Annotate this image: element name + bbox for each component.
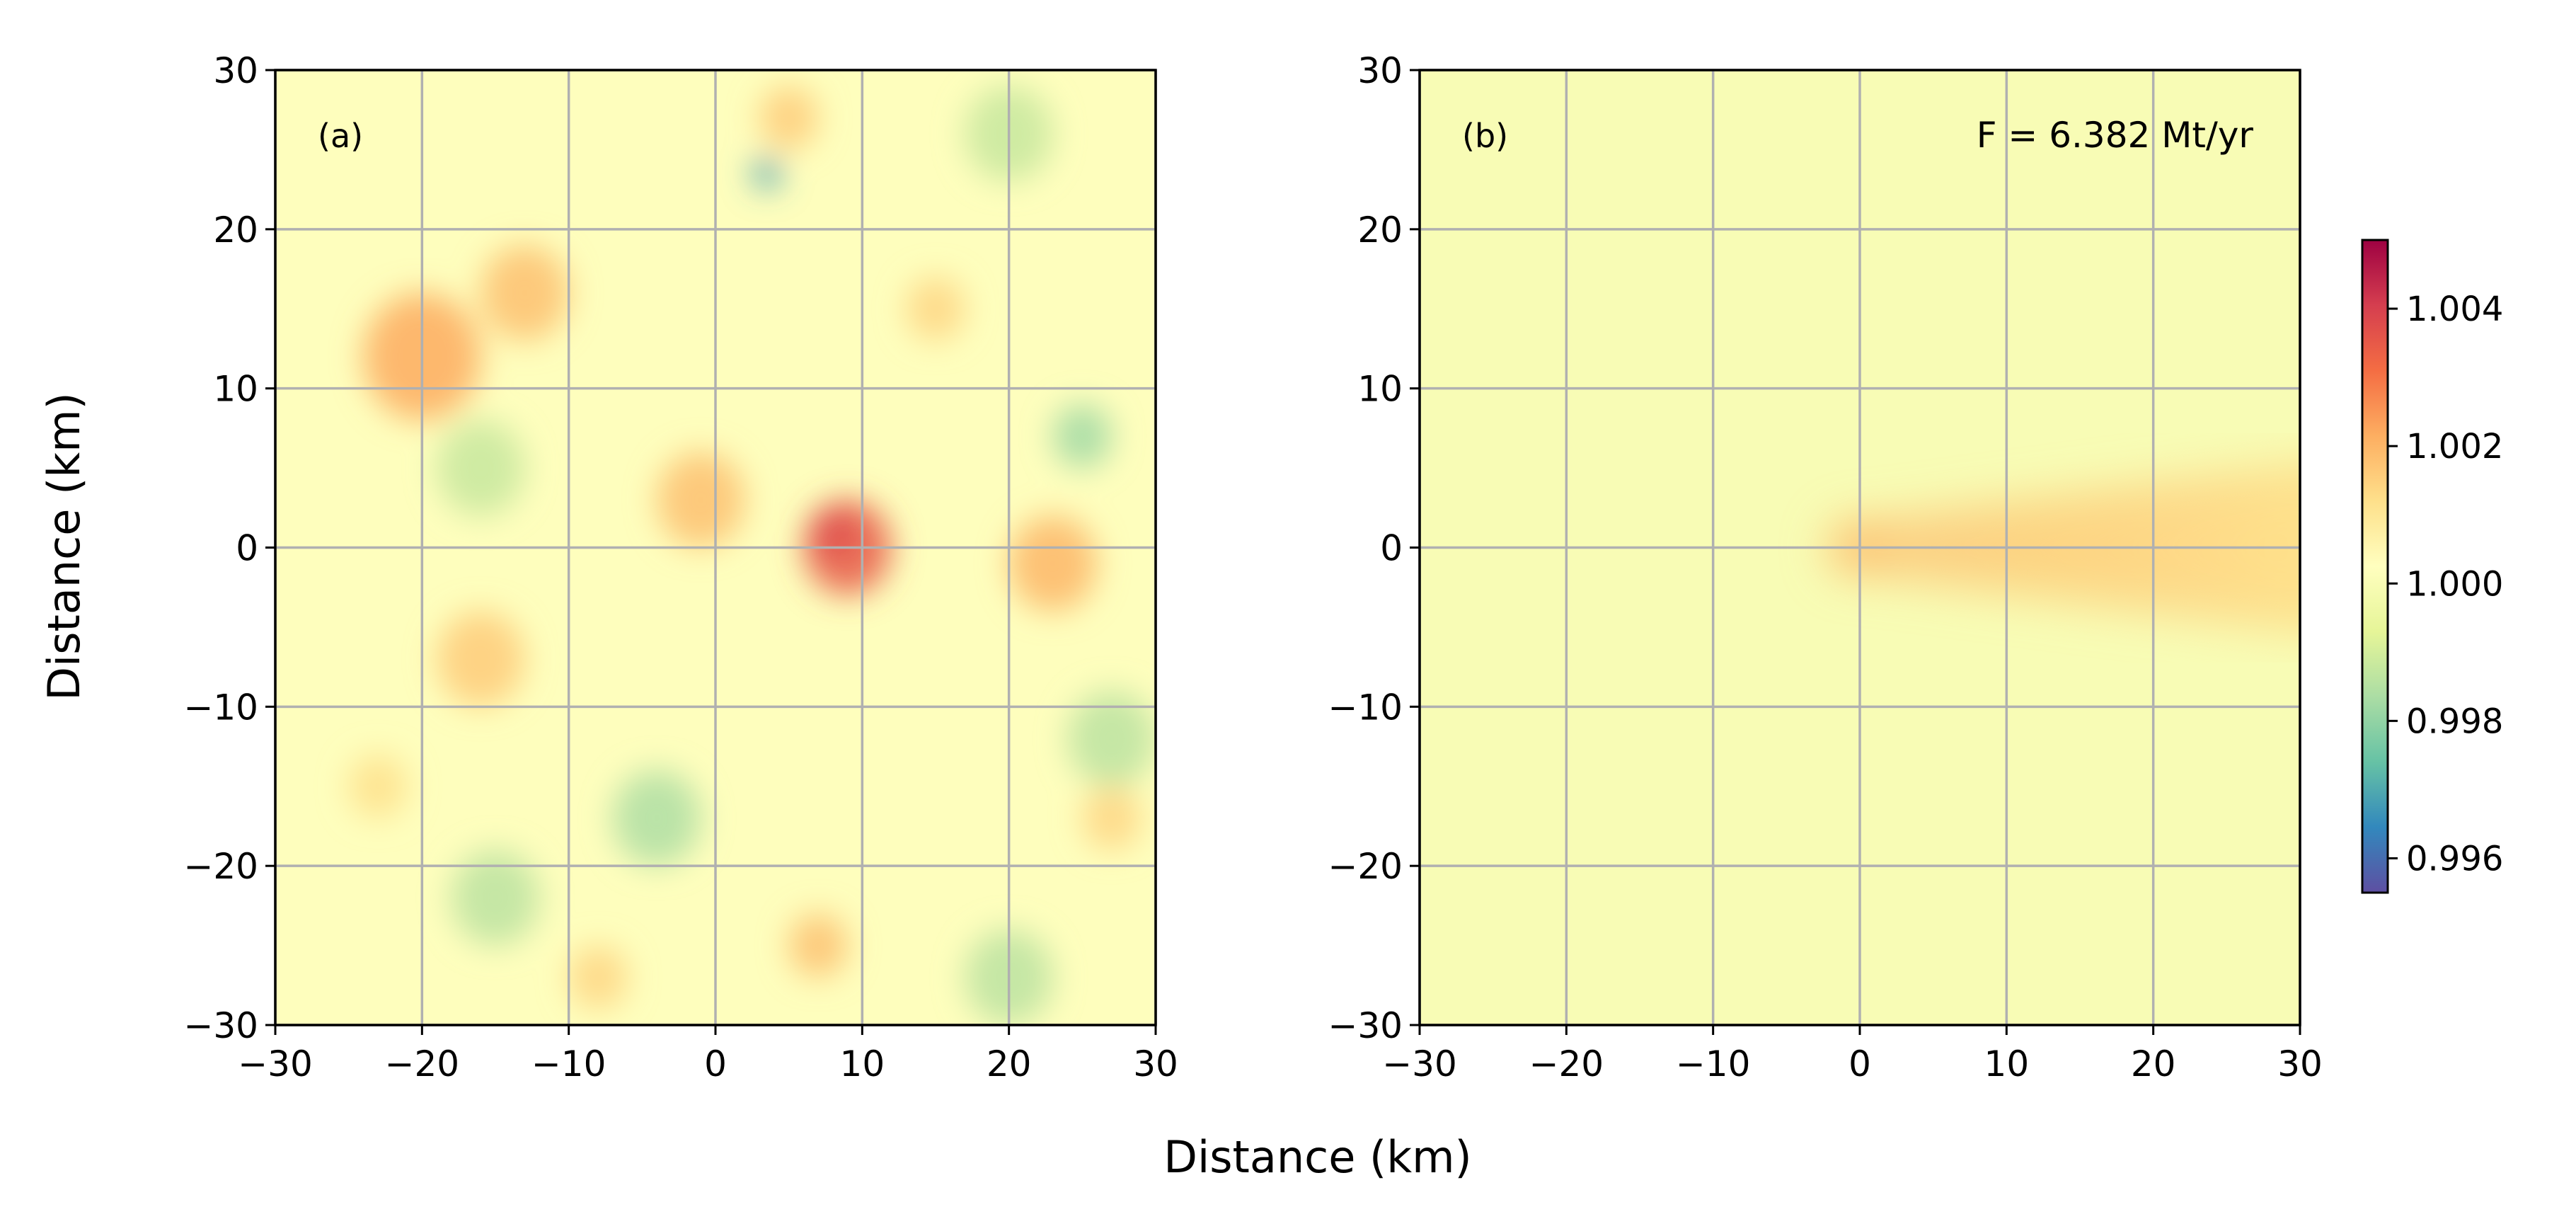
y-tick-label: 30 [213, 50, 258, 91]
x-tick-label: −10 [1676, 1043, 1751, 1084]
x-tick-label: 30 [2277, 1043, 2323, 1084]
x-tick-label: 10 [840, 1043, 885, 1084]
x-tick-label: −20 [1529, 1043, 1604, 1084]
hotspot [752, 157, 782, 190]
y-tick-label: −10 [1328, 687, 1403, 728]
x-tick-label: 0 [704, 1043, 727, 1084]
y-tick-label: −20 [183, 846, 258, 887]
x-tick-label: −30 [1382, 1043, 1457, 1084]
hotspot [759, 86, 819, 150]
hotspot [437, 611, 525, 707]
hotspot [1067, 690, 1156, 786]
y-tick-label: −30 [183, 1005, 258, 1046]
hotspot [906, 277, 965, 341]
hotspot [451, 849, 540, 946]
hotspot [481, 245, 569, 341]
x-tick-label: 20 [987, 1043, 1032, 1084]
hotspot [810, 508, 855, 556]
panel-a: −30 −20 −10 0 10 20 30 −30 −20 −10 0 10 20 30 (a) [183, 50, 1178, 1084]
x-tick-label: −30 [238, 1043, 313, 1084]
hotspot [1052, 404, 1112, 469]
panel-b-ticks: −30 −20 −10 0 10 20 30 −30 −20 −10 0 10 20 30 [1328, 50, 2322, 1084]
hotspot [657, 452, 745, 548]
hotspot [1082, 786, 1142, 850]
y-tick-label: 10 [1357, 369, 1403, 410]
colorbar-tick-label: 0.998 [2406, 702, 2503, 741]
colorbar-gradient [2361, 239, 2389, 894]
hotspot [348, 754, 408, 818]
y-tick-label: −20 [1328, 846, 1403, 887]
x-tick-label: 20 [2131, 1043, 2176, 1084]
colorbar-tick-label: 0.996 [2406, 839, 2503, 879]
colorbar-tick-label: 1.000 [2406, 564, 2503, 604]
y-tick-label: 20 [1357, 210, 1403, 251]
x-axis-label: Distance (km) [1163, 1131, 1471, 1183]
hotspot [788, 913, 848, 978]
colorbar-ticks: 0.996 0.998 1.000 1.002 1.004 [2388, 290, 2503, 879]
colorbar-tick-label: 1.002 [2406, 427, 2503, 467]
x-tick-label: 10 [1984, 1043, 2030, 1084]
colorbar-tick-label: 1.004 [2406, 290, 2503, 329]
colorbar: 0.996 0.998 1.000 1.002 1.004 [2361, 239, 2503, 894]
hotspot [1008, 515, 1098, 612]
hotspot [437, 420, 525, 516]
y-tick-label: 0 [1380, 528, 1403, 569]
panel-b: −30 −20 −10 0 10 20 30 −30 −20 −10 0 10 20 30 (b) F =… [1328, 50, 2322, 1084]
y-tick-label: 0 [236, 528, 258, 569]
y-tick-label: −30 [1328, 1005, 1403, 1046]
y-tick-label: 30 [1357, 50, 1403, 91]
hotspot [612, 770, 701, 866]
panel-b-label: (b) [1462, 117, 1508, 155]
panel-b-annotation: F = 6.382 Mt/yr [1977, 115, 2254, 156]
y-tick-label: −10 [183, 687, 258, 728]
hotspot [568, 945, 628, 1009]
panel-a-hotspots [348, 86, 1156, 1025]
x-tick-label: −10 [531, 1043, 606, 1084]
x-tick-label: 30 [1133, 1043, 1178, 1084]
y-axis-label: Distance (km) [38, 392, 90, 700]
panel-a-label: (a) [318, 117, 363, 155]
y-tick-label: 20 [213, 210, 258, 251]
panel-a-ticks: −30 −20 −10 0 10 20 30 −30 −20 −10 0 10 20 30 [183, 50, 1178, 1084]
x-tick-label: −20 [385, 1043, 460, 1084]
y-tick-label: 10 [213, 369, 258, 410]
x-tick-label: 0 [1848, 1043, 1871, 1084]
